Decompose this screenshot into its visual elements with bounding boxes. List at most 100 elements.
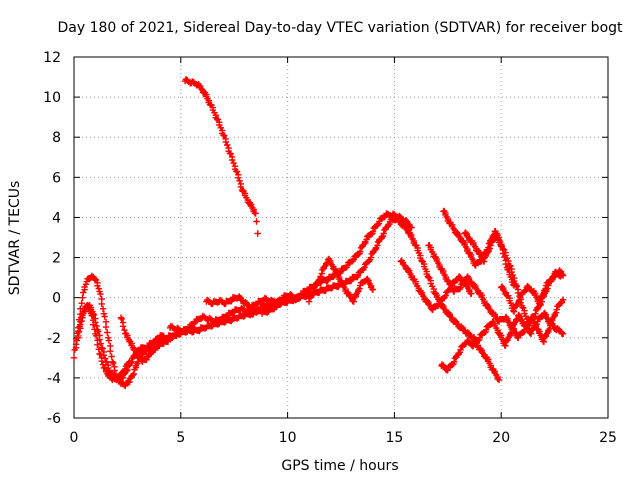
plus-marker xyxy=(367,254,375,261)
plus-marker xyxy=(105,337,113,344)
plus-marker xyxy=(511,277,518,285)
plus-marker xyxy=(223,313,230,320)
plus-marker xyxy=(235,174,242,181)
series-track-1 xyxy=(70,272,167,390)
plus-marker xyxy=(509,271,517,279)
plus-marker xyxy=(126,378,133,386)
plus-marker xyxy=(230,159,237,167)
plus-marker xyxy=(75,328,83,335)
series-track-3 xyxy=(75,302,133,384)
plus-marker xyxy=(559,271,566,278)
plus-marker xyxy=(559,330,567,337)
plus-marker xyxy=(254,230,261,237)
plus-marker xyxy=(548,277,555,285)
plus-marker xyxy=(96,350,103,357)
plus-marker xyxy=(79,314,86,321)
plus-marker xyxy=(104,329,111,336)
data-series xyxy=(70,76,567,390)
plus-marker xyxy=(129,371,137,379)
plus-marker xyxy=(91,326,98,333)
plus-marker xyxy=(70,354,78,361)
plus-marker xyxy=(349,257,356,265)
plus-marker xyxy=(457,284,464,291)
plus-marker xyxy=(263,309,271,316)
plus-marker xyxy=(276,301,284,308)
x-tick-label: 0 xyxy=(70,430,79,446)
plus-marker xyxy=(457,346,464,353)
plus-marker xyxy=(102,323,110,331)
plus-marker xyxy=(77,321,84,328)
plus-marker xyxy=(513,283,520,290)
plus-marker xyxy=(228,317,235,325)
plus-marker xyxy=(510,308,518,315)
plus-marker xyxy=(110,359,117,367)
y-tick-label: 6 xyxy=(52,170,61,186)
plus-marker xyxy=(312,286,319,293)
plus-marker xyxy=(101,313,108,320)
plus-marker xyxy=(357,248,364,255)
plus-marker xyxy=(125,359,132,367)
plus-marker xyxy=(252,210,259,217)
plus-marker xyxy=(354,272,362,279)
plus-marker xyxy=(97,351,104,358)
y-tick-label: 0 xyxy=(52,291,61,307)
plus-marker xyxy=(88,312,95,319)
plus-marker xyxy=(89,321,97,328)
plus-marker xyxy=(221,132,228,139)
plus-marker xyxy=(94,341,101,348)
plus-marker xyxy=(92,276,100,284)
plus-marker xyxy=(77,305,84,312)
y-axis-label: SDTVAR / TECUs xyxy=(7,181,23,296)
plus-marker xyxy=(121,326,128,334)
plus-marker xyxy=(376,218,383,225)
plus-marker xyxy=(553,306,560,313)
plus-marker xyxy=(98,300,105,308)
plus-marker xyxy=(93,322,100,330)
y-tick-label: -6 xyxy=(47,411,61,427)
plus-marker xyxy=(97,290,104,298)
plot-frame xyxy=(73,56,609,419)
y-tick-label: 4 xyxy=(52,210,61,226)
y-tick-label: 12 xyxy=(43,50,61,66)
y-tick-label: -4 xyxy=(47,371,61,387)
plus-marker xyxy=(330,273,337,280)
plus-marker xyxy=(191,319,198,327)
series-track-15 xyxy=(438,309,567,374)
plus-marker xyxy=(408,224,415,231)
plus-marker xyxy=(253,301,260,308)
plus-marker xyxy=(530,314,537,321)
series-track-8 xyxy=(258,215,503,384)
plus-marker xyxy=(229,309,237,316)
x-tick-label: 10 xyxy=(279,430,297,446)
plus-marker xyxy=(97,340,105,347)
plus-marker xyxy=(378,233,385,241)
plus-marker xyxy=(79,294,86,301)
plus-marker xyxy=(108,353,115,360)
x-axis-label: GPS time / hours xyxy=(281,458,398,474)
plus-marker xyxy=(99,305,107,312)
x-tick-label: 5 xyxy=(176,430,185,446)
plus-marker xyxy=(494,375,501,383)
plus-marker xyxy=(384,221,392,229)
plus-marker xyxy=(92,332,100,339)
plus-marker xyxy=(72,344,80,351)
plus-marker xyxy=(109,358,116,365)
plus-marker xyxy=(369,286,377,293)
plus-marker xyxy=(310,290,317,297)
plus-marker xyxy=(107,348,114,355)
y-tick-label: -2 xyxy=(47,331,61,347)
plus-marker xyxy=(233,168,241,175)
plus-marker xyxy=(143,356,150,363)
series-track-10 xyxy=(181,76,261,237)
y-tick-label: 8 xyxy=(52,130,61,146)
plus-marker xyxy=(468,290,475,297)
plus-marker xyxy=(455,350,462,357)
plus-marker xyxy=(119,323,127,330)
plus-marker xyxy=(144,344,151,351)
plus-marker xyxy=(95,346,102,353)
axis-ticks: 0 5 10 15 20 25 -6 -4 -2 0 2 4 6 8 10 12 xyxy=(43,50,617,446)
plus-marker xyxy=(532,310,539,317)
plus-marker xyxy=(78,300,85,307)
plus-marker xyxy=(118,315,125,323)
